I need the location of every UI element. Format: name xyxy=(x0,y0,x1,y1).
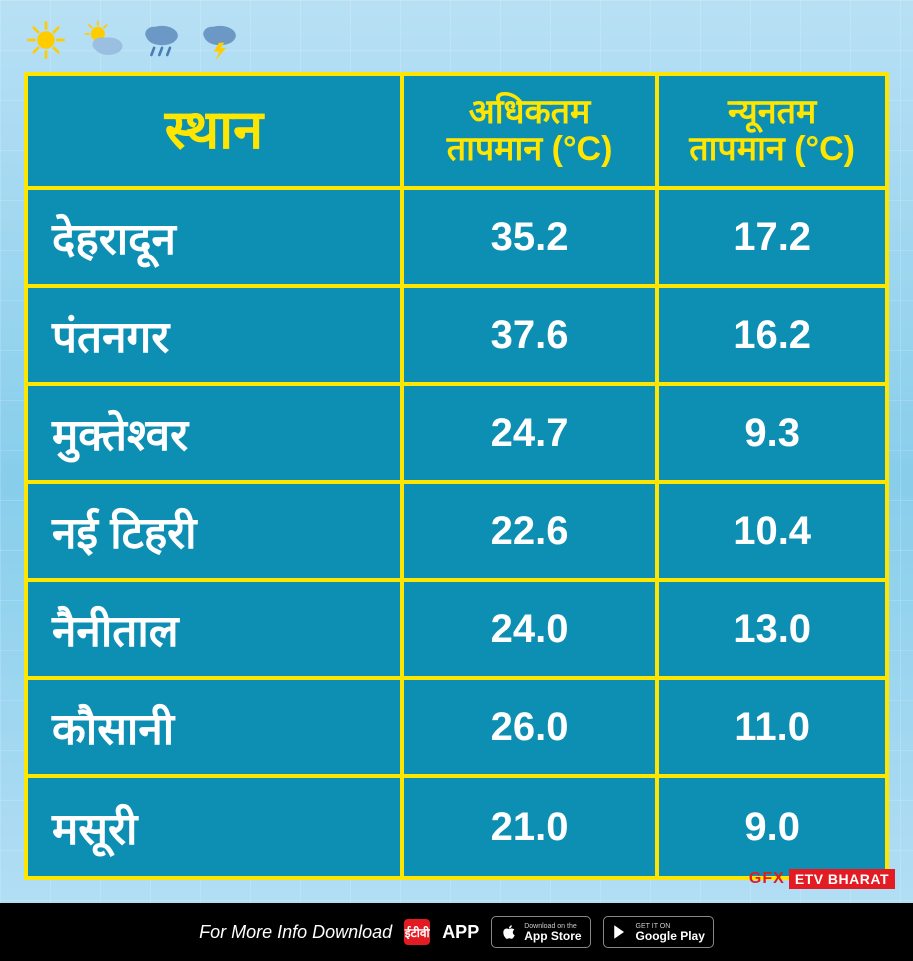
table-header-row: स्थान अधिकतम तापमान (°C) न्यूनतम तापमान … xyxy=(28,76,885,190)
appstore-big-text: App Store xyxy=(524,930,581,942)
cell-place: मुक्तेश्वर xyxy=(28,386,404,480)
cell-place: नैनीताल xyxy=(28,582,404,676)
table-row: नई टिहरी 22.6 10.4 xyxy=(28,484,885,582)
footer-text: For More Info Download xyxy=(199,922,392,943)
storm-cloud-icon xyxy=(198,18,242,62)
play-big-text: Google Play xyxy=(636,930,705,942)
header-place: स्थान xyxy=(28,76,404,186)
cell-max: 24.7 xyxy=(404,386,659,480)
footer-bar: For More Info Download ईटीवी APP Downloa… xyxy=(0,903,913,961)
appstore-badge[interactable]: Download on the App Store xyxy=(491,916,590,948)
etv-app-icon: ईटीवी xyxy=(404,919,430,945)
partly-cloudy-icon xyxy=(82,18,126,62)
cell-place: देहरादून xyxy=(28,190,404,284)
apple-icon xyxy=(500,923,518,941)
googleplay-badge[interactable]: GET IT ON Google Play xyxy=(603,916,714,948)
cell-min: 9.0 xyxy=(659,778,885,876)
etv-bharat-badge: ETV BHARAT xyxy=(789,869,895,889)
cell-place: पंतनगर xyxy=(28,288,404,382)
table-row: नैनीताल 24.0 13.0 xyxy=(28,582,885,680)
cell-max: 21.0 xyxy=(404,778,659,876)
source-badges: GFX ETV BHARAT xyxy=(749,869,895,889)
cell-max: 26.0 xyxy=(404,680,659,774)
cell-place: कौसानी xyxy=(28,680,404,774)
sun-icon xyxy=(24,18,68,62)
table-row: मसूरी 21.0 9.0 xyxy=(28,778,885,876)
cell-place: मसूरी xyxy=(28,778,404,876)
cell-min: 9.3 xyxy=(659,386,885,480)
header-max-temp: अधिकतम तापमान (°C) xyxy=(404,76,659,186)
weather-icon-row xyxy=(24,18,242,62)
header-min-temp: न्यूनतम तापमान (°C) xyxy=(659,76,885,186)
cell-min: 10.4 xyxy=(659,484,885,578)
cell-max: 22.6 xyxy=(404,484,659,578)
cell-place: नई टिहरी xyxy=(28,484,404,578)
play-icon xyxy=(612,923,630,941)
app-label: APP xyxy=(442,922,479,943)
table-row: कौसानी 26.0 11.0 xyxy=(28,680,885,778)
table-row: मुक्तेश्वर 24.7 9.3 xyxy=(28,386,885,484)
cell-min: 13.0 xyxy=(659,582,885,676)
temperature-table: स्थान अधिकतम तापमान (°C) न्यूनतम तापमान … xyxy=(24,72,889,880)
cell-min: 17.2 xyxy=(659,190,885,284)
gfx-badge: GFX xyxy=(749,870,785,888)
cell-max: 37.6 xyxy=(404,288,659,382)
table-row: पंतनगर 37.6 16.2 xyxy=(28,288,885,386)
rain-cloud-icon xyxy=(140,18,184,62)
cell-min: 16.2 xyxy=(659,288,885,382)
cell-min: 11.0 xyxy=(659,680,885,774)
cell-max: 35.2 xyxy=(404,190,659,284)
cell-max: 24.0 xyxy=(404,582,659,676)
table-row: देहरादून 35.2 17.2 xyxy=(28,190,885,288)
